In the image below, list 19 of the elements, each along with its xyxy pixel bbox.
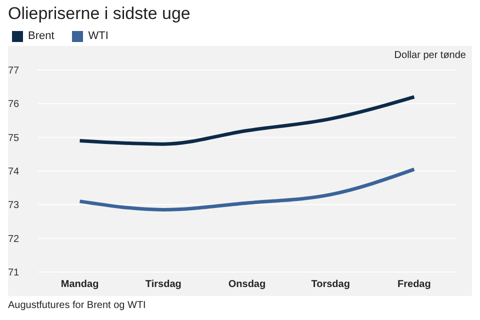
y-tick-label: 75 — [8, 132, 20, 144]
line-series — [78, 168, 416, 212]
y-tick-label: 73 — [8, 200, 20, 212]
x-tick-label: Onsdag — [228, 279, 266, 290]
y-axis-title: Dollar per tønde — [393, 50, 467, 63]
y-tick-label: 76 — [8, 99, 20, 110]
line-series — [78, 95, 416, 146]
y-tick-label: 71 — [8, 268, 20, 279]
x-tick-label: Tirsdag — [145, 279, 182, 290]
legend-label: WTI — [87, 30, 108, 42]
x-tick-label: Torsdag — [311, 279, 350, 290]
x-tick-label: Mandag — [60, 279, 99, 290]
x-tick-label: Fredag — [398, 279, 431, 290]
y-tick-label: 72 — [8, 234, 20, 245]
text: Augustfutures for Brent og WTI — [8, 300, 147, 311]
y-tick-label: 74 — [8, 166, 20, 178]
legend-label: Brent — [27, 30, 54, 42]
chart-title: Oliepriserne i sidste uge — [8, 4, 192, 24]
y-tick-label: 77 — [8, 66, 20, 77]
